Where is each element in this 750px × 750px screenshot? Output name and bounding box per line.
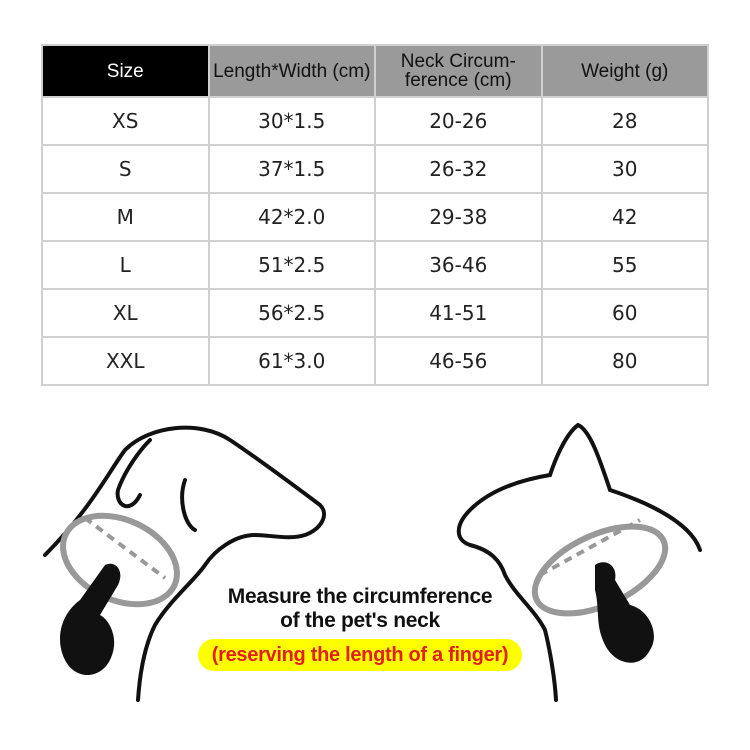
cell-length-width: 42*2.0	[207, 192, 376, 242]
cell-length-width: 30*1.5	[207, 96, 376, 146]
cell-length-width: 51*2.5	[207, 240, 376, 290]
cell-weight: 30	[540, 144, 709, 194]
cell-length-width: 37*1.5	[207, 144, 376, 194]
header-neck: Neck Circum-ference (cm)	[374, 44, 543, 98]
table-row: XL 56*2.5 41-51 60	[41, 288, 709, 338]
instruction-line-2: of the pet's neck	[280, 609, 440, 632]
measure-instructions: Measure the circumference of the pet's n…	[185, 585, 535, 671]
size-chart-table: Size Length*Width (cm) Neck Circum-feren…	[41, 44, 709, 386]
cell-size: S	[41, 144, 210, 194]
cell-size: M	[41, 192, 210, 242]
cell-size: XL	[41, 288, 210, 338]
cell-weight: 42	[540, 192, 709, 242]
cat-outline-icon	[456, 422, 702, 702]
finger-note-highlight: (reserving the length of a finger)	[197, 639, 523, 671]
cat-hand-finger-icon	[595, 562, 654, 663]
cell-length-width: 61*3.0	[207, 336, 376, 386]
dog-hand-finger-icon	[60, 563, 121, 675]
header-length-width: Length*Width (cm)	[207, 44, 376, 98]
cell-neck: 29-38	[374, 192, 543, 242]
cell-neck: 46-56	[374, 336, 543, 386]
cell-neck: 41-51	[374, 288, 543, 338]
cell-weight: 80	[540, 336, 709, 386]
cell-weight: 60	[540, 288, 709, 338]
table-row: M 42*2.0 29-38 42	[41, 192, 709, 242]
cell-length-width: 56*2.5	[207, 288, 376, 338]
instruction-line-1: Measure the circumference	[227, 585, 493, 608]
cell-weight: 55	[540, 240, 709, 290]
cell-size: XXL	[41, 336, 210, 386]
table-row: L 51*2.5 36-46 55	[41, 240, 709, 290]
cell-neck: 20-26	[374, 96, 543, 146]
header-size: Size	[41, 44, 210, 98]
cell-neck: 26-32	[374, 144, 543, 194]
cell-size: L	[41, 240, 210, 290]
table-row: XS 30*1.5 20-26 28	[41, 96, 709, 146]
cell-neck: 36-46	[374, 240, 543, 290]
cell-size: XS	[41, 96, 210, 146]
table-header-row: Size Length*Width (cm) Neck Circum-feren…	[41, 44, 709, 98]
dog-cat-measuring-illustration	[43, 422, 702, 702]
table-row: S 37*1.5 26-32 30	[41, 144, 709, 194]
dog-outline-icon	[43, 425, 326, 702]
cell-weight: 28	[540, 96, 709, 146]
header-weight: Weight (g)	[540, 44, 709, 98]
table-row: XXL 61*3.0 46-56 80	[41, 336, 709, 386]
